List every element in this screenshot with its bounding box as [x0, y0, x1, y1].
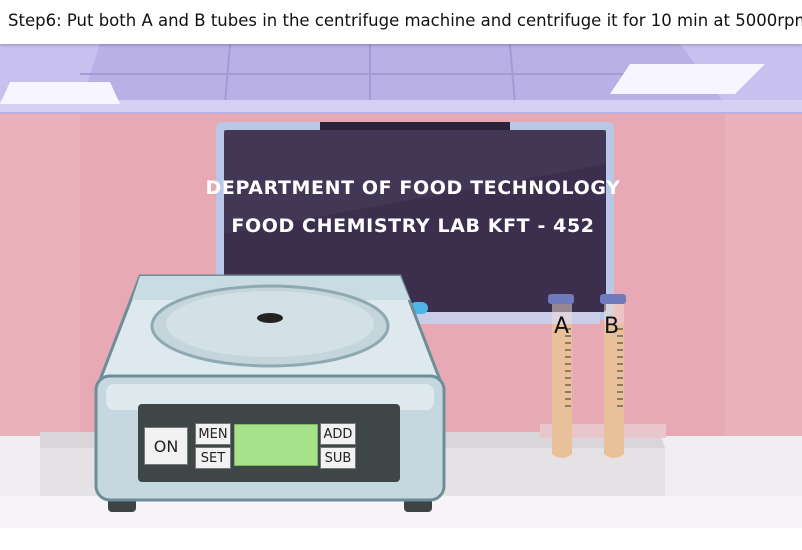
on-button[interactable]: ON	[144, 427, 188, 465]
add-button[interactable]: ADD	[320, 423, 356, 445]
tube-b-label: B	[604, 314, 620, 339]
menu-button[interactable]: MEN	[195, 423, 231, 445]
instruction-bar: Step6: Put both A and B tubes in the cen…	[0, 0, 802, 44]
ceiling-light-right	[610, 64, 765, 94]
bottom-strip	[0, 528, 802, 550]
board-title-line2: FOOD CHEMISTRY LAB KFT - 452	[231, 215, 594, 237]
sub-button[interactable]: SUB	[320, 447, 356, 469]
instruction-text: Step6: Put both A and B tubes in the cen…	[8, 11, 802, 30]
tube-a-label: A	[554, 314, 570, 339]
centrifuge-spindle	[257, 313, 283, 323]
test-tube-a[interactable]	[548, 294, 574, 458]
ceiling	[0, 44, 802, 114]
test-tube-b[interactable]	[600, 294, 626, 458]
board-title-line1: DEPARTMENT OF FOOD TECHNOLOGY	[206, 177, 621, 199]
lcd-display	[234, 424, 318, 466]
ceiling-light-left	[0, 82, 120, 104]
lab-scene: DEPARTMENT OF FOOD TECHNOLOGY FOOD CHEMI…	[0, 44, 802, 528]
centrifuge-machine[interactable]	[94, 274, 446, 512]
set-button[interactable]: SET	[195, 447, 231, 469]
